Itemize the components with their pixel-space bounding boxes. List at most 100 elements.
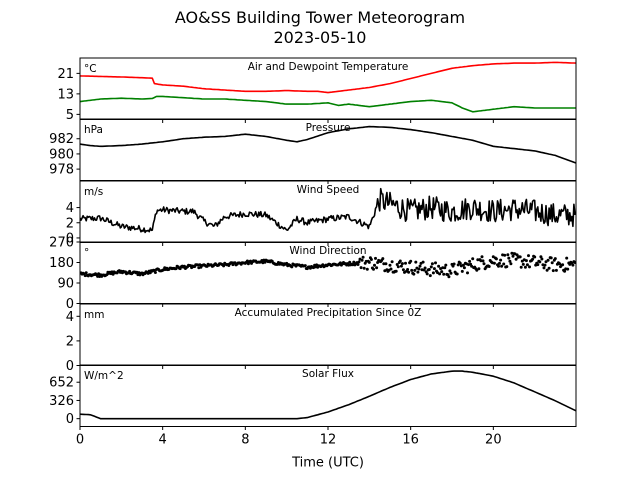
series-5-0 (80, 370, 576, 420)
figure-title: AO&SS Building Tower Meteorogram (174, 8, 466, 27)
wind-direction-point (429, 265, 433, 269)
x-tick-label: 0 (76, 433, 84, 448)
series-2-0 (80, 187, 576, 234)
y-tick-label: 2 (66, 216, 74, 231)
x-axis-label: Time (UTC) (291, 456, 364, 471)
series-0-1 (80, 95, 576, 113)
panel-title: Pressure (306, 122, 351, 134)
series-0-0 (80, 61, 576, 94)
y-tick-label: 0 (66, 359, 74, 374)
wind-direction-point (404, 261, 407, 265)
wind-direction-point (398, 259, 402, 263)
panel-2: 024 m/s Wind Speed (66, 180, 577, 246)
wind-direction-point (290, 265, 294, 269)
wind-direction-point (539, 255, 543, 259)
wind-direction-point (389, 267, 393, 271)
wind-direction-point (475, 268, 479, 272)
wind-direction-point (545, 268, 549, 272)
wind-direction-point (456, 263, 460, 267)
wind-direction-point (481, 259, 485, 263)
panel-title: Wind Direction (289, 245, 366, 257)
wind-direction-point (524, 259, 528, 263)
unit-label: W/m^2 (84, 370, 124, 382)
wind-direction-point (477, 267, 481, 271)
wind-direction-point (348, 260, 352, 264)
wind-direction-point (410, 268, 414, 272)
wind-direction-point (482, 262, 486, 266)
wind-direction-point (494, 257, 498, 261)
wind-direction-point (375, 266, 379, 270)
wind-direction-point (361, 255, 365, 259)
wind-direction-point (523, 265, 527, 269)
wind-direction-point (549, 256, 553, 260)
wind-direction-point (536, 263, 540, 267)
wind-direction-point (543, 263, 547, 267)
wind-direction-point (515, 253, 519, 257)
wind-direction-point (357, 260, 361, 264)
wind-direction-point (374, 256, 377, 260)
wind-direction-point (432, 267, 436, 271)
wind-direction-point (511, 254, 515, 258)
panel-5: 0 326 652 W/m^2 Solar Flux (49, 364, 577, 430)
wind-direction-point (558, 262, 561, 266)
wind-direction-point (518, 255, 522, 259)
wind-direction-point (538, 260, 542, 264)
wind-direction-point (369, 258, 373, 261)
wind-direction-point (519, 265, 523, 269)
y-tick-label: 21 (57, 67, 74, 82)
panel-0: 5 13 21 °C Air and Dewpoint Temperature (57, 57, 577, 123)
wind-direction-point (487, 265, 491, 268)
unit-label: m/s (84, 186, 103, 198)
x-tick-label: 20 (485, 433, 502, 448)
wind-direction-point (367, 260, 371, 264)
unit-label: ° (84, 247, 89, 259)
wind-direction-point (527, 254, 530, 258)
wind-direction-point (399, 264, 403, 268)
y-tick-label: 13 (57, 87, 74, 102)
wind-direction-point (561, 263, 565, 267)
wind-direction-point (222, 264, 226, 268)
wind-direction-point (423, 266, 427, 270)
wind-direction-point (542, 266, 546, 270)
wind-direction-point (528, 265, 531, 269)
wind-direction-point (508, 259, 512, 263)
series-1-0 (80, 125, 576, 164)
y-tick-label: 90 (57, 277, 74, 292)
unit-label: mm (84, 309, 104, 321)
wind-direction-point (550, 261, 554, 265)
panel-4: 0 2 4 mm Accumulated Precipitation Since 0Z (66, 303, 577, 374)
wind-direction-point (352, 260, 356, 264)
wind-direction-point (396, 265, 400, 269)
wind-direction-point (461, 263, 465, 267)
wind-direction-point (458, 261, 462, 265)
panel-title: Wind Speed (297, 184, 360, 196)
y-tick-label: 326 (49, 394, 74, 409)
wind-direction-point (428, 274, 432, 278)
wind-direction-point (499, 258, 503, 262)
wind-direction-point (447, 275, 451, 279)
wind-direction-point (509, 262, 513, 266)
y-tick-label: 982 (49, 132, 74, 147)
y-tick-label: 5 (66, 108, 74, 123)
y-tick-label: 180 (49, 256, 74, 271)
panel-title: Solar Flux (302, 368, 354, 380)
wind-direction-point (440, 270, 444, 274)
wind-direction-point (394, 269, 398, 273)
wind-direction-point (365, 267, 369, 271)
wind-direction-point (153, 271, 157, 274)
wind-direction-point (442, 272, 446, 276)
x-tick-label: 12 (320, 433, 337, 448)
wind-direction-point (401, 268, 405, 272)
wind-direction-point (425, 272, 429, 276)
y-tick-label: 652 (49, 376, 74, 391)
wind-direction-point (547, 266, 551, 270)
wind-direction-point (381, 257, 385, 261)
wind-direction-point (438, 272, 442, 276)
x-tick-label: 4 (159, 433, 167, 448)
wind-direction-point (497, 264, 500, 268)
wind-direction-point (531, 257, 535, 261)
wind-direction-point (434, 261, 437, 265)
wind-direction-point (455, 272, 459, 276)
x-tick-label: 8 (241, 433, 249, 448)
wind-direction-point (506, 253, 510, 257)
